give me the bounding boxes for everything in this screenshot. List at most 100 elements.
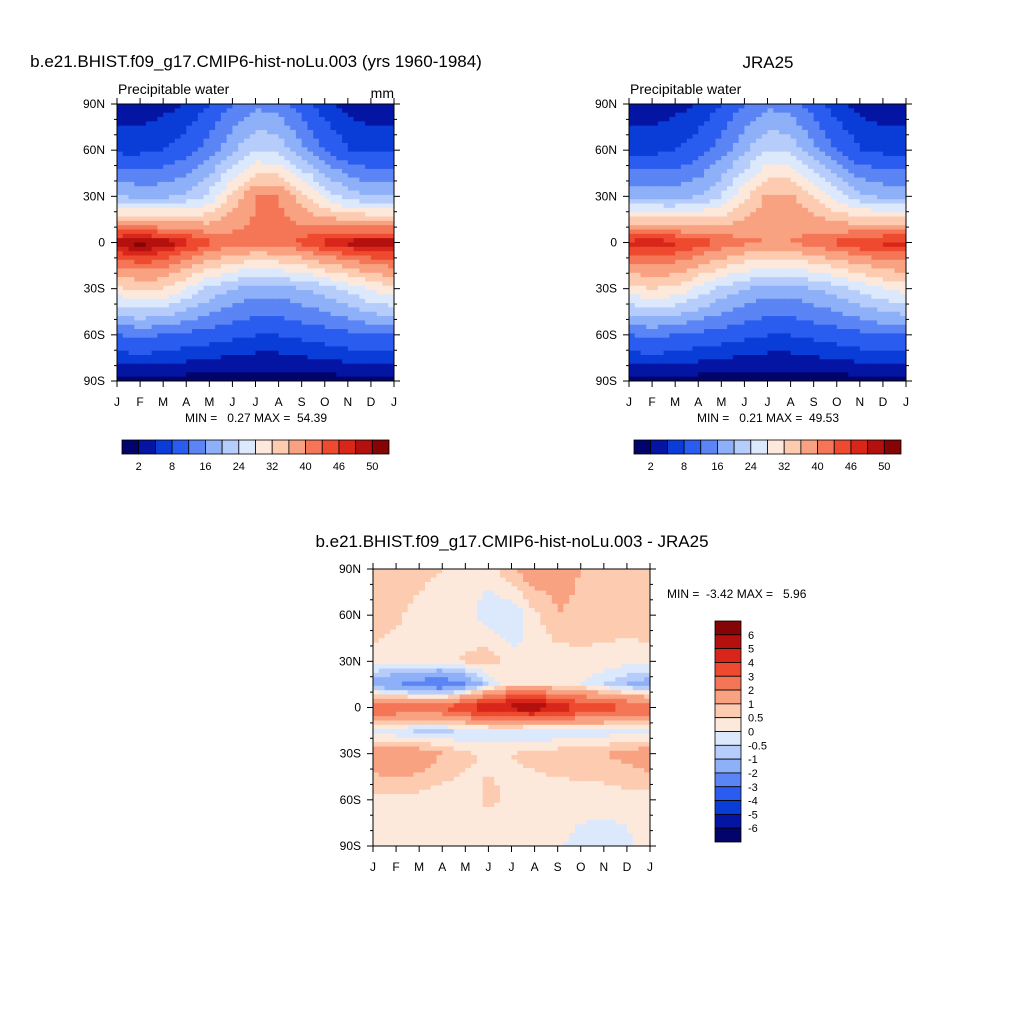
obs-cell <box>813 242 821 248</box>
model-cell <box>226 194 234 200</box>
obs-cell <box>825 164 832 170</box>
model-cell <box>365 129 372 135</box>
model-cell <box>330 142 337 148</box>
model-cell <box>192 281 199 287</box>
obs-cell <box>865 155 872 161</box>
model-cell <box>370 129 378 135</box>
obs-cell <box>652 220 659 226</box>
model-cell <box>342 268 349 274</box>
model-cell <box>134 186 141 192</box>
model-cell <box>267 372 274 378</box>
model-cell <box>128 376 135 381</box>
obs-cell <box>732 129 740 135</box>
obs-cell <box>859 177 867 183</box>
obs-cell <box>819 203 826 209</box>
model-cell <box>290 363 297 369</box>
obs-cell <box>761 216 769 222</box>
model-cell <box>255 333 262 339</box>
obs-cell <box>750 108 757 114</box>
model-variable-label: Precipitable water <box>118 81 230 97</box>
model-cell <box>180 181 187 187</box>
obs-cell <box>796 125 803 131</box>
model-cell <box>342 129 349 135</box>
obs-cell <box>738 104 746 109</box>
model-cell <box>192 264 199 270</box>
obs-cell <box>652 238 659 244</box>
model-cell <box>370 134 378 140</box>
obs-cell <box>859 225 867 231</box>
obs-cell <box>802 142 809 148</box>
model-cell <box>318 155 326 161</box>
obs-cell <box>629 246 636 252</box>
model-cell <box>370 251 378 257</box>
obs-cell <box>709 147 717 153</box>
model-cell <box>168 173 176 179</box>
obs-cell <box>715 246 722 252</box>
obs-cell <box>686 134 694 140</box>
model-cell <box>388 104 394 109</box>
model-cell <box>336 142 343 148</box>
model-cell <box>365 307 372 313</box>
obs-cell <box>646 207 653 213</box>
obs-cell <box>657 177 665 183</box>
model-cell <box>301 220 309 226</box>
model-cell <box>232 160 239 166</box>
obs-cell <box>686 138 694 144</box>
model-cell <box>128 311 135 317</box>
obs-contour-plot <box>629 104 906 381</box>
obs-cell <box>819 151 826 157</box>
obs-cell <box>900 168 906 174</box>
obs-cell <box>894 225 901 231</box>
model-cell <box>295 186 303 192</box>
model-cell <box>134 203 141 209</box>
obs-cell <box>680 216 688 222</box>
obs-cell <box>686 233 694 239</box>
model-cell <box>209 363 216 369</box>
model-cell <box>307 294 314 300</box>
obs-cell <box>859 142 867 148</box>
obs-cell <box>646 259 653 265</box>
model-cell <box>261 129 268 135</box>
model-cell <box>284 372 291 378</box>
obs-cell <box>796 108 803 114</box>
model-cell <box>174 216 182 222</box>
model-cell <box>134 134 141 140</box>
model-cell <box>365 376 372 381</box>
obs-cell <box>669 186 676 192</box>
model-cell <box>117 138 124 144</box>
model-cell <box>365 138 372 144</box>
model-cell <box>220 307 228 313</box>
obs-cell <box>882 112 890 118</box>
model-cell <box>301 320 309 326</box>
model-cell <box>388 173 394 179</box>
model-cell <box>267 294 274 300</box>
model-cell <box>261 311 268 317</box>
model-cell <box>370 112 378 118</box>
model-cell <box>313 104 320 109</box>
model-cell <box>307 376 314 381</box>
model-cell <box>238 233 245 239</box>
model-cell <box>365 108 372 114</box>
obs-cell <box>761 229 769 235</box>
obs-cell <box>854 199 861 205</box>
model-cell <box>272 212 280 218</box>
model-cell <box>278 342 285 347</box>
model-cell <box>168 181 176 187</box>
model-cell <box>151 355 158 360</box>
model-cell <box>209 298 216 304</box>
model-cell <box>347 363 355 369</box>
obs-cell <box>779 160 786 166</box>
obs-cell <box>807 112 815 118</box>
model-cell <box>353 363 360 369</box>
model-cell <box>209 164 216 170</box>
model-cell <box>261 173 268 179</box>
model-cell <box>117 155 124 161</box>
obs-cell <box>755 233 763 239</box>
model-cell <box>238 173 245 179</box>
model-cell <box>336 324 343 330</box>
obs-cell <box>715 142 722 148</box>
model-cell <box>180 147 187 153</box>
model-cell <box>278 242 285 248</box>
model-cell <box>249 190 257 196</box>
obs-cell <box>640 168 647 174</box>
